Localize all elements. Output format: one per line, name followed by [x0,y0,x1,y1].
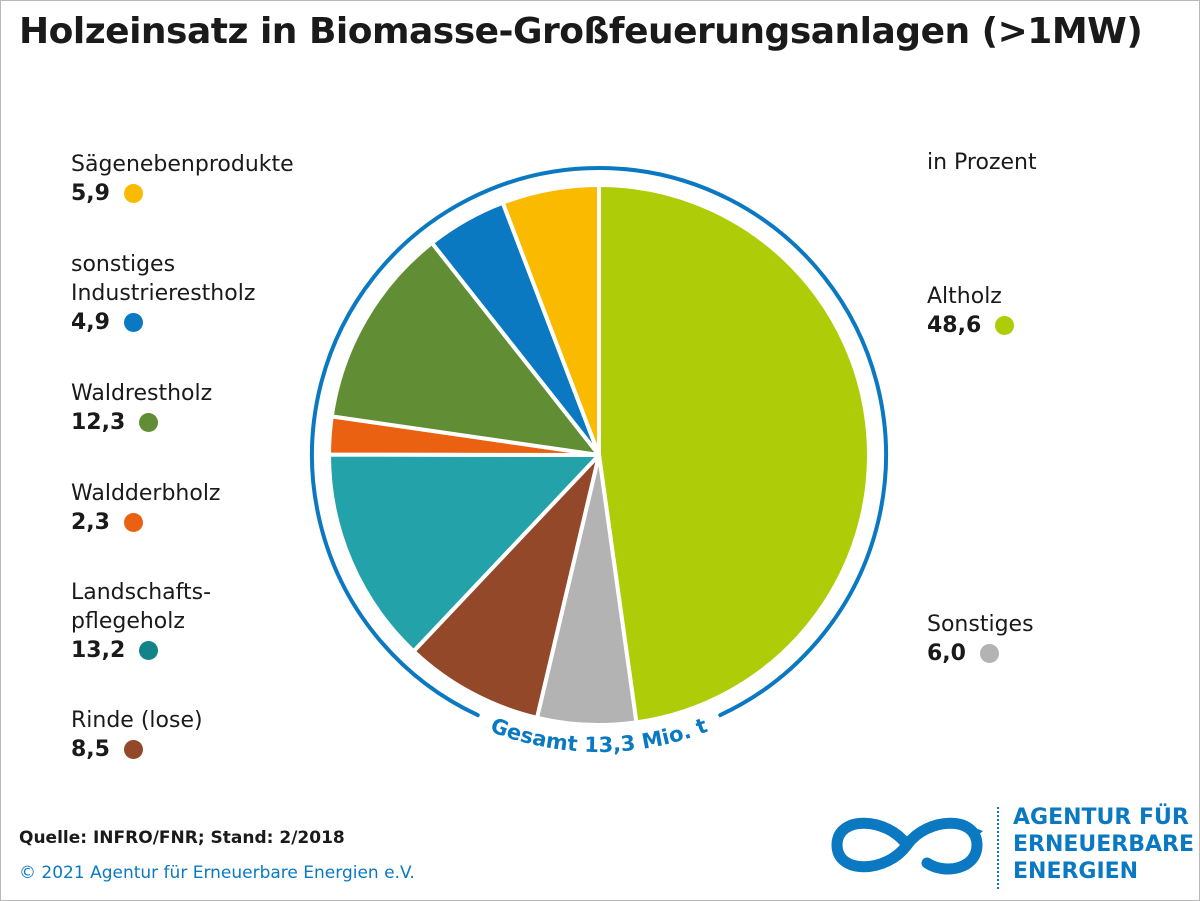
legend-swatch [139,413,159,432]
logo-wordmark: AGENTUR FÜR ERNEUERBARE ENERGIEN [1013,804,1194,885]
copyright-note: © 2021 Agentur für Erneuerbare Energien … [19,863,415,883]
legend-swatch [123,740,143,759]
pie-slice-waldrestholz [329,240,601,457]
infinity-logo-icon [831,817,983,875]
legend-swatch [123,313,143,332]
legend-value: 8,5 [71,737,110,762]
source-note: Quelle: INFRO/FNR; Stand: 2/2018 [19,828,345,848]
legend-label: Rinde (lose) [71,708,203,733]
pie-outer-ring [310,166,888,718]
legend-label: sonstiges Industrierestholz [71,252,256,306]
legend-value: 4,9 [71,310,110,335]
legend-value: 48,6 [927,313,982,338]
logo-line: ENERGIEN [1013,859,1139,884]
legend-swatch [139,641,159,660]
legend-value: 5,9 [71,181,110,206]
logo-divider [997,807,999,889]
legend-value: 13,2 [71,638,126,663]
chart-title: Holzeinsatz in Biomasse-Großfeuerungsanl… [19,11,1143,52]
pie-slice-sägenebenprodukte [500,183,601,457]
legend-item-rinde: Rinde (lose) 8,5 [71,706,203,764]
legend-label: Sägenebenprodukte [71,152,294,177]
legend-item-waldderbholz: Waldderbholz 2,3 [71,479,220,537]
legend-label: Waldderbholz [71,481,221,506]
legend-label: Altholz [927,284,1002,309]
unit-label: in Prozent [927,150,1037,175]
pie-slices [326,183,871,727]
legend-label: Waldrestholz [71,381,213,406]
legend-item-saegenebenprodukte: Sägenebenprodukte 5,9 [71,150,294,208]
legend-item-sonstiges: Sonstiges 6,0 [927,610,1034,668]
legend-label: Landschafts- pflegeholz [71,580,212,634]
pie-slice-altholz [597,183,871,725]
legend-item-industrierestholz: sonstiges Industrierestholz 4,9 [71,250,255,337]
legend-swatch [123,184,143,203]
legend-swatch [995,316,1015,335]
legend-swatch [979,644,999,663]
pie-slice-rinde-lose [411,453,601,720]
legend-value: 2,3 [71,510,110,535]
legend-label: Sonstiges [927,612,1034,637]
logo-line: AGENTUR FÜR [1013,805,1189,830]
legend-value: 12,3 [71,410,126,435]
legend-item-landschaftspflegeholz: Landschafts- pflegeholz 13,2 [71,578,211,665]
legend-swatch [123,513,143,532]
pie-slice-landschafts-pflegeholz [326,452,601,654]
legend-item-altholz: Altholz 48,6 [927,282,1015,340]
legend-item-waldrestholz: Waldrestholz 12,3 [71,379,212,437]
legend-value: 6,0 [927,641,966,666]
logo-line: ERNEUERBARE [1013,832,1195,857]
